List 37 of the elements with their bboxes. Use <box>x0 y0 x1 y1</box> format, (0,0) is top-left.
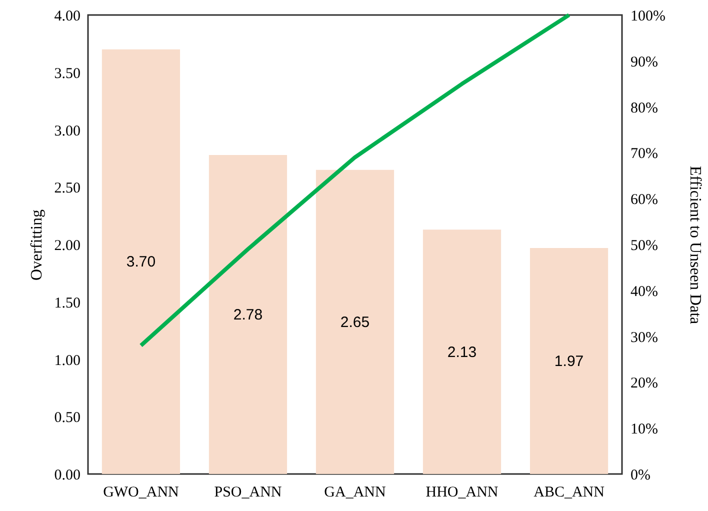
y2-tick-label: 60% <box>630 192 658 208</box>
y2-tick-label: 0% <box>630 468 650 484</box>
x-tick-label: GA_ANN <box>324 484 386 500</box>
x-tick-label: GWO_ANN <box>103 484 180 500</box>
bar <box>422 230 502 474</box>
y-tick-label: 4.00 <box>54 8 80 24</box>
data-label: 2.65 <box>340 314 370 331</box>
data-label: 2.13 <box>447 344 477 361</box>
y2-tick-label: 50% <box>630 238 658 254</box>
data-label: 2.78 <box>233 306 263 324</box>
bar <box>102 49 180 474</box>
y-axis-title: Overfitting <box>28 209 46 281</box>
x-tick-label: HHO_ANN <box>426 484 498 500</box>
x-tick-label: PSO_ANN <box>214 484 282 500</box>
y2-tick-label: 10% <box>630 422 658 438</box>
y-tick-label: 3.00 <box>54 123 80 140</box>
y2-axis-title: Efficient to Unseen Data <box>686 166 704 324</box>
y-tick-label: 0.00 <box>54 468 80 484</box>
y-tick-label: 2.00 <box>54 238 80 254</box>
y2-tick-label: 100% <box>630 8 666 24</box>
y-tick-label: 1.00 <box>54 352 80 369</box>
y-tick-label: 3.50 <box>54 66 80 82</box>
y2-tick-label: 30% <box>630 330 658 346</box>
y-tick-label: 1.50 <box>54 295 80 312</box>
y2-tick-label: 80% <box>630 100 658 116</box>
x-tick-label: ABC_ANN <box>534 484 605 500</box>
data-label: 1.97 <box>554 352 584 370</box>
y2-tick-label: 70% <box>630 146 658 162</box>
bar <box>208 154 288 474</box>
y2-tick-label: 40% <box>630 284 658 300</box>
y-tick-label: 0.50 <box>54 410 80 426</box>
y-tick-label: 2.50 <box>54 180 80 197</box>
data-label: 3.70 <box>126 254 156 271</box>
bar <box>530 248 608 474</box>
y2-tick-label: 20% <box>630 376 658 392</box>
y2-tick-label: 90% <box>630 54 658 70</box>
bar <box>316 170 394 474</box>
